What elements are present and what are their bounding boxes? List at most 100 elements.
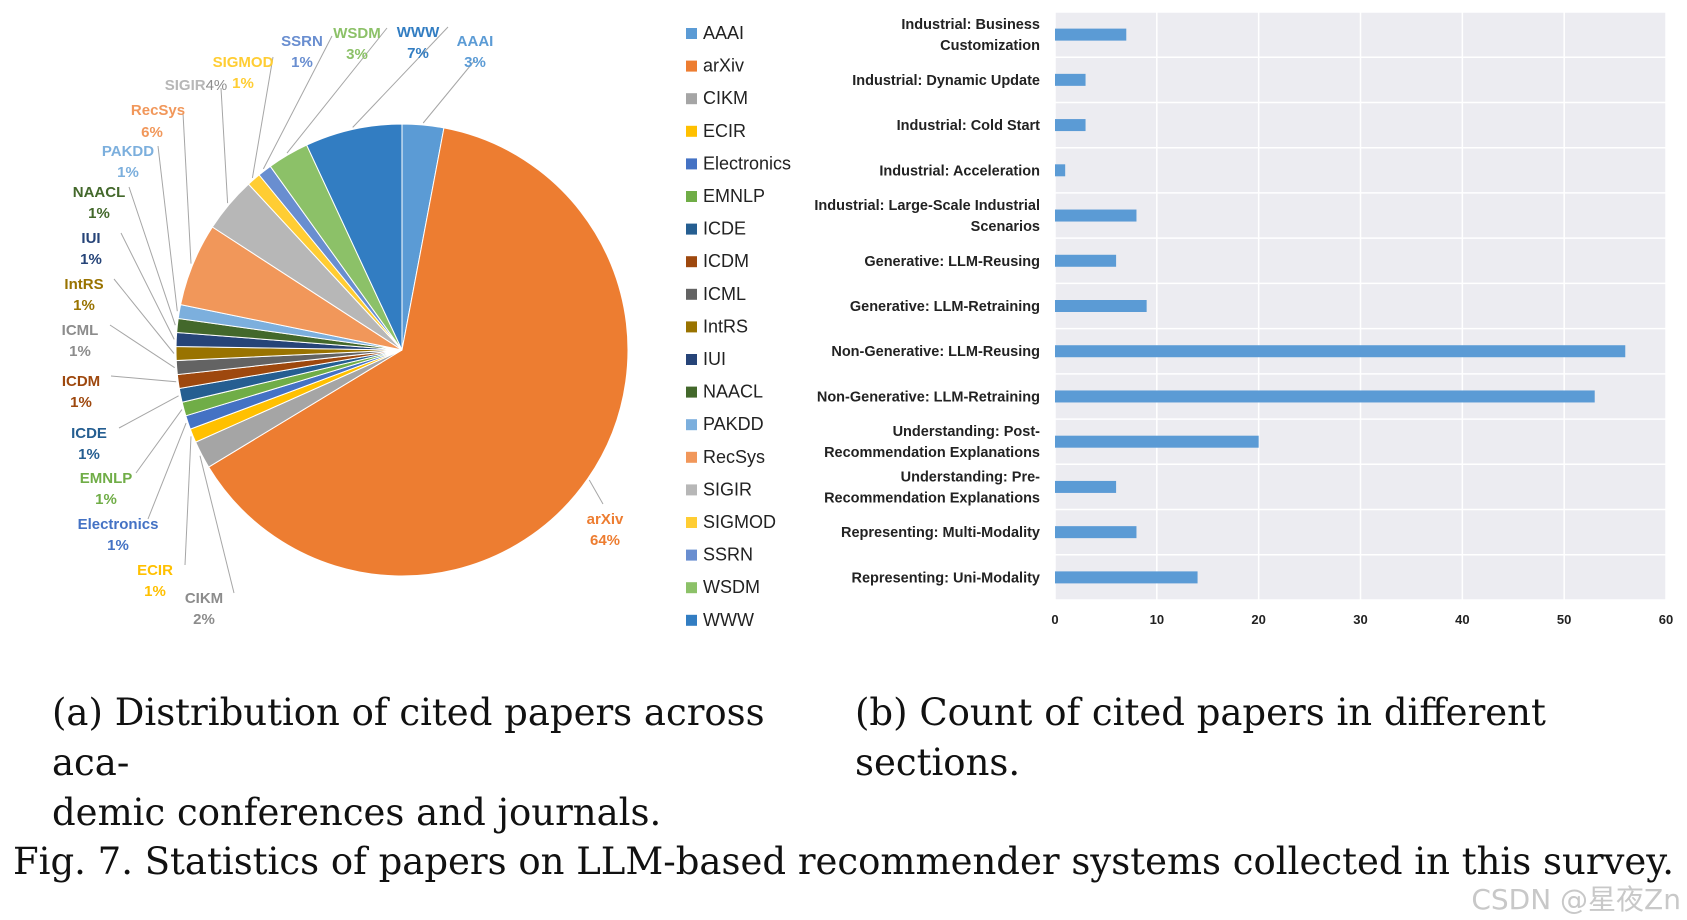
legend-label-wsdm: WSDM bbox=[703, 577, 760, 597]
pie-leader-line-icdm bbox=[110, 375, 177, 383]
legend-swatch-emnlp bbox=[686, 191, 697, 202]
pie-leader-line-recsys bbox=[182, 112, 192, 264]
pie-label-emnlp: EMNLP bbox=[80, 470, 133, 487]
legend-label-naacl: NAACL bbox=[703, 382, 763, 402]
bar-category-label: Industrial: Large-Scale Industrial bbox=[814, 198, 1040, 214]
legend-label-recsys: RecSys bbox=[703, 447, 765, 467]
pie-label-wsdm: WSDM bbox=[333, 25, 381, 42]
bar-representing-multi-modality bbox=[1055, 526, 1137, 539]
pie-label-recsys: RecSys bbox=[131, 102, 185, 119]
pie-label-aaai: AAAI bbox=[457, 33, 494, 50]
bar-industrial-dynamic-update bbox=[1055, 73, 1086, 86]
bar-category-label: Non-Generative: LLM-Reusing bbox=[831, 344, 1040, 360]
bar-non-generative-llm-retraining bbox=[1055, 390, 1595, 403]
caption-a-line2: demic conferences and journals. bbox=[52, 791, 662, 834]
pie-leader-line-ecir bbox=[184, 436, 192, 566]
legend-label-aaai: AAAI bbox=[703, 23, 744, 43]
pie-label-ssrn: SSRN bbox=[281, 33, 323, 50]
legend-swatch-ssrn bbox=[686, 549, 697, 561]
bar-x-tick-label: 10 bbox=[1150, 612, 1164, 627]
legend-label-ssrn: SSRN bbox=[703, 545, 753, 565]
legend-swatch-recsys bbox=[686, 451, 697, 463]
pie-pct-cikm: 2% bbox=[193, 611, 215, 628]
pie-label-electronics: Electronics bbox=[78, 516, 159, 533]
pie-leader-line-ssrn bbox=[262, 35, 333, 170]
pie-leader-line-sigmod bbox=[251, 56, 274, 178]
pie-leader-line-iui bbox=[120, 232, 175, 340]
pie-leader-line-cikm bbox=[199, 455, 235, 594]
bar-category-label: Generative: LLM-Reusing bbox=[864, 254, 1040, 270]
legend-label-www: WWW bbox=[703, 610, 754, 630]
pie-leader-line-wsdm bbox=[286, 27, 388, 154]
pie-leader-line-pakdd bbox=[157, 145, 178, 312]
pie-leader-line-icml bbox=[109, 324, 175, 369]
pie-pct-ecir: 1% bbox=[144, 583, 166, 600]
pie-label-ecir: ECIR bbox=[137, 562, 173, 579]
bar-x-tick-label: 20 bbox=[1251, 612, 1265, 627]
legend-swatch-icml bbox=[686, 288, 697, 300]
bar-category-label: Industrial: Dynamic Update bbox=[852, 73, 1040, 89]
bar-non-generative-llm-reusing bbox=[1055, 345, 1626, 358]
legend-swatch-pakdd bbox=[686, 419, 697, 431]
pie-slice-www bbox=[306, 123, 403, 351]
bar-x-tick-label: 60 bbox=[1659, 612, 1673, 627]
bar-generative-llm-retraining bbox=[1055, 300, 1147, 312]
legend-swatch-cikm bbox=[686, 93, 697, 105]
figure-caption: Fig. 7. Statistics of papers on LLM-base… bbox=[12, 840, 1675, 883]
bar-category-label: Recommendation Explanations bbox=[824, 490, 1040, 506]
bar-category-label: Customization bbox=[940, 38, 1040, 54]
pie-label-intrs: IntRS bbox=[64, 276, 103, 293]
pie-pct-recsys: 6% bbox=[141, 124, 163, 141]
bar-category-label: Industrial: Business bbox=[901, 17, 1040, 33]
pie-pct-sigir: 4% bbox=[206, 77, 228, 94]
bar-category-label: Industrial: Cold Start bbox=[897, 118, 1041, 134]
pie-label-sigmod: SIGMOD bbox=[213, 54, 274, 71]
pie-label-pakdd: PAKDD bbox=[102, 143, 154, 160]
bar-category-label: Scenarios bbox=[971, 219, 1040, 235]
pie-leader-line-naacl bbox=[128, 186, 176, 326]
legend-label-cikm: CIKM bbox=[703, 88, 748, 108]
legend-label-emnlp: EMNLP bbox=[703, 186, 765, 206]
pie-pct-icml: 1% bbox=[69, 343, 91, 360]
bar-understanding-post-recommendation-explanations bbox=[1055, 435, 1259, 448]
pie-pct-pakdd: 1% bbox=[117, 164, 139, 181]
pie-pct-naacl: 1% bbox=[88, 205, 110, 222]
bar-x-tick-label: 50 bbox=[1557, 612, 1571, 627]
bar-representing-uni-modality bbox=[1055, 571, 1198, 584]
legend-label-sigmod: SIGMOD bbox=[703, 512, 776, 532]
pie-pct-aaai: 3% bbox=[464, 54, 486, 71]
bar-chart: 0 10 20 30 40 50 60 Industrial: Business Customi… bbox=[814, 11, 1673, 627]
caption-a: (a) Distribution of cited papers across … bbox=[52, 688, 812, 838]
pie-leader-line-aaai bbox=[422, 59, 476, 124]
pie-label-icde: ICDE bbox=[71, 425, 107, 442]
legend-label-icdm: ICDM bbox=[703, 251, 749, 271]
pie-label-icdm: ICDM bbox=[62, 373, 100, 390]
pie-pct-emnlp: 1% bbox=[95, 491, 117, 508]
pie-legend: AAAI arXiv CIKM ECIR Electronics EMNLP ICDE ICD… bbox=[686, 23, 791, 630]
legend-swatch-electronics bbox=[686, 158, 697, 170]
bar-category-label: Understanding: Pre- bbox=[901, 469, 1041, 485]
legend-label-arxiv: arXiv bbox=[703, 56, 744, 76]
legend-label-intrs: IntRS bbox=[703, 316, 748, 336]
pie-pct-intrs: 1% bbox=[73, 297, 95, 314]
legend-swatch-aaai bbox=[686, 28, 697, 39]
pie-label-www: WWW bbox=[397, 24, 440, 41]
bar-category-label: Generative: LLM-Retraining bbox=[850, 299, 1040, 315]
bar-industrial-cold-start bbox=[1055, 119, 1086, 132]
pie-label-iui: IUI bbox=[81, 230, 100, 247]
legend-swatch-sigmod bbox=[686, 517, 697, 528]
legend-label-icml: ICML bbox=[703, 284, 746, 304]
pie-label-cikm: CIKM bbox=[185, 590, 223, 607]
bar-category-label: Understanding: Post- bbox=[893, 424, 1041, 440]
pie-leader-line-www bbox=[352, 26, 449, 128]
legend-label-icde: ICDE bbox=[703, 219, 746, 239]
pie-leader-line-intrs bbox=[113, 278, 175, 354]
bar-category-label: Representing: Multi-Modality bbox=[841, 525, 1040, 541]
bar-category-label: Industrial: Acceleration bbox=[879, 163, 1040, 179]
legend-label-electronics: Electronics bbox=[703, 153, 791, 173]
legend-swatch-icde bbox=[686, 223, 697, 235]
pie-pct-ssrn: 1% bbox=[291, 54, 313, 71]
pie-label-icml: ICML bbox=[62, 322, 99, 339]
legend-label-sigir: SIGIR bbox=[703, 479, 752, 499]
bar-industrial-large-scale-industrial-scenarios bbox=[1055, 209, 1137, 222]
